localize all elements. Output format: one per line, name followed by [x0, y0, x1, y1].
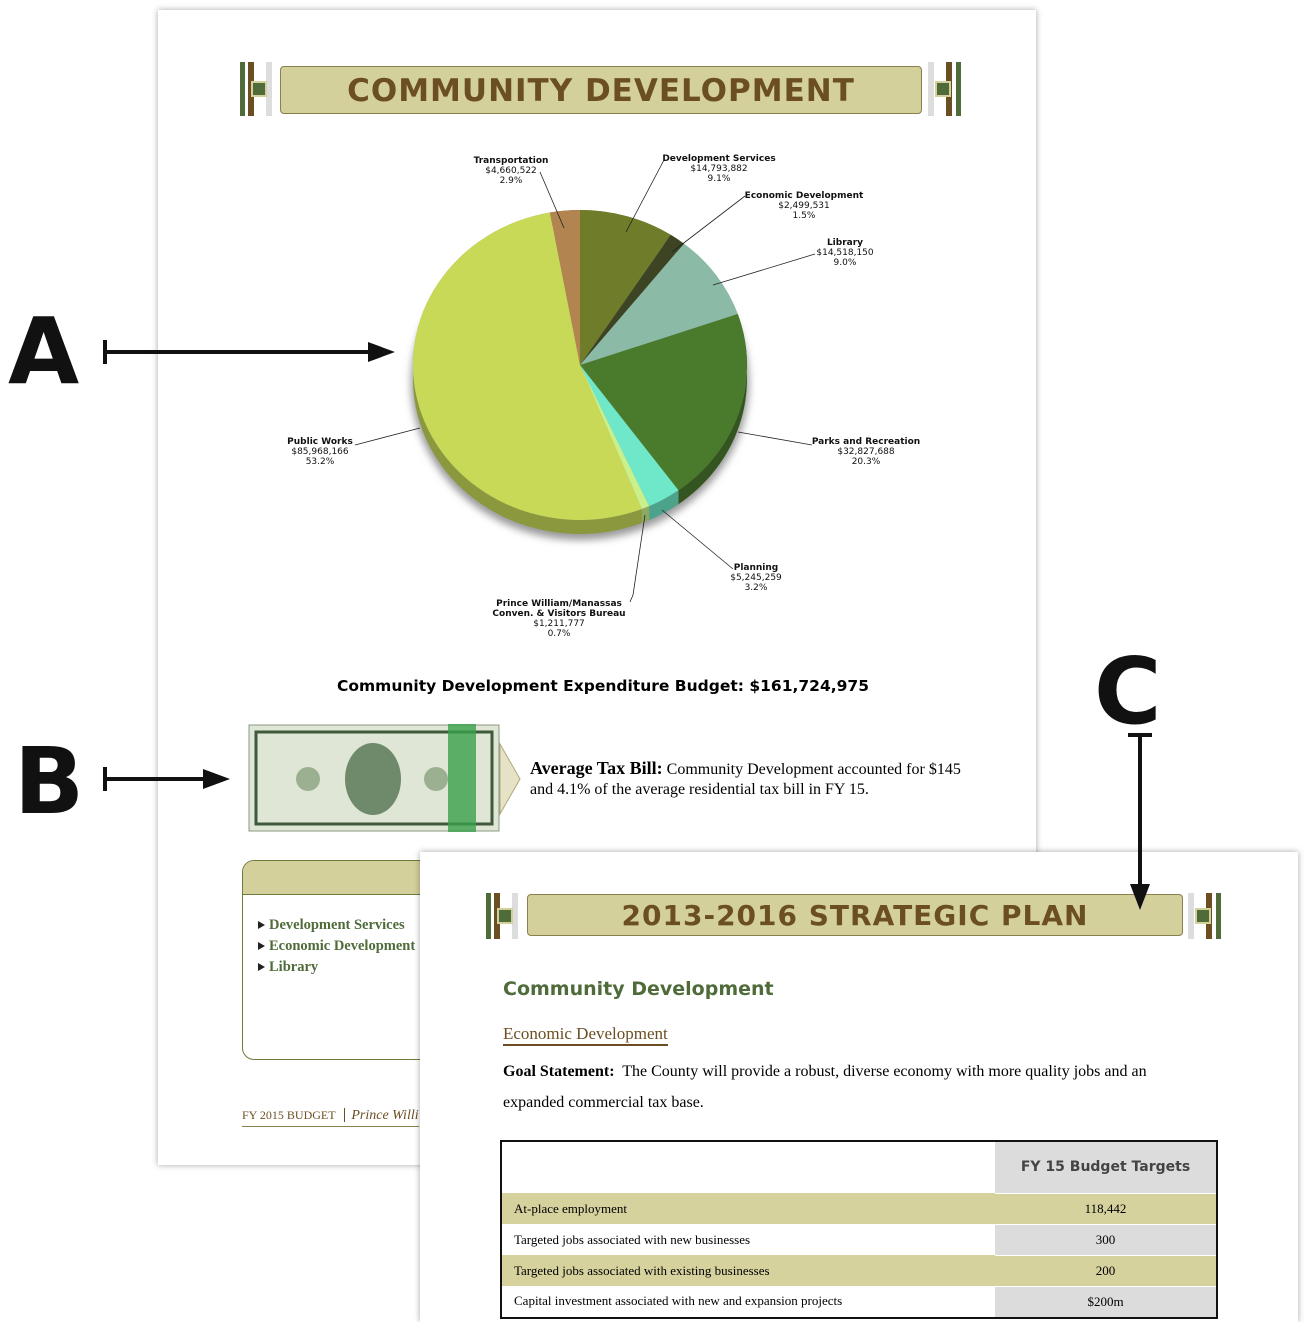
pie-label-value: $1,211,777	[533, 619, 585, 629]
section-title: Community Development	[503, 978, 774, 1000]
pie-label: Prince William/Manassas Conven. & Visito…	[492, 599, 627, 639]
pie-slice	[580, 365, 650, 509]
targets-table: FY 15 Budget Targets At-place employment 1…	[500, 1140, 1218, 1319]
pie-label-value: $14,793,882	[690, 164, 748, 174]
row-value: 200	[995, 1254, 1217, 1286]
leader-line	[625, 159, 665, 233]
tax-bill: Average Tax Bill: Community Development …	[530, 758, 970, 800]
pie-label: Transportation $4,660,522 2.9%	[474, 156, 549, 186]
row-label: Targeted jobs associated with new busine…	[514, 1231, 751, 1247]
row-label: At-place employment	[514, 1200, 627, 1216]
pie-label-name: Library	[826, 238, 864, 248]
pie-label-value: $85,968,166	[291, 447, 349, 457]
footer-budget: FY 2015 BUDGET	[242, 1108, 336, 1122]
goal-label: Goal Statement:	[503, 1063, 615, 1080]
pie-slice	[580, 365, 679, 507]
pie-label-percent: 0.7%	[547, 629, 571, 639]
pie-slice-side	[641, 506, 650, 523]
row-label: Capital investment associated with new a…	[514, 1293, 843, 1309]
goal-text: The County will provide a robust, divers…	[503, 1063, 1147, 1111]
table-row: Targeted jobs associated with new busine…	[501, 1223, 1217, 1255]
pie-slice	[549, 210, 580, 365]
pie-label-percent: 9.0%	[833, 258, 857, 268]
callout-letter: C	[1094, 638, 1162, 745]
leader-line	[661, 509, 734, 570]
leader-line	[354, 427, 421, 446]
pie-label: Library $14,518,150 9.0%	[816, 238, 873, 268]
leader-line	[737, 431, 813, 446]
dollar-bill	[248, 724, 521, 832]
pie-label-name: Parks and Recreation	[811, 437, 921, 447]
pie-label-percent: 2.9%	[499, 176, 523, 186]
ornament	[486, 893, 518, 939]
pie-chart	[354, 159, 816, 603]
box-item: Development Services	[257, 915, 743, 936]
page-title: COMMUNITY DEVELOPMENT	[280, 66, 922, 114]
pie-label-percent: 9.1%	[707, 174, 731, 184]
pie-label-name: Planning	[733, 563, 779, 573]
table-row: Capital investment associated with new a…	[501, 1285, 1217, 1318]
pie-label-percent: 53.2%	[305, 457, 335, 467]
goal: Goal Statement: The County will provide …	[503, 1056, 1203, 1118]
row-value: $200m	[995, 1285, 1217, 1318]
pie-label: Development Services $14,793,882 9.1%	[662, 154, 775, 184]
row-value: 118,442	[995, 1192, 1217, 1224]
page-two: 2013-2016 STRATEGIC PLAN Community Devel…	[420, 852, 1298, 1322]
page-title: 2013-2016 STRATEGIC PLAN	[527, 894, 1183, 936]
ornament	[240, 62, 272, 116]
pie-slice	[580, 314, 747, 491]
leader-line	[671, 195, 746, 253]
pie-slice	[580, 243, 738, 365]
pie-slice-side	[649, 490, 679, 521]
pie-label-name: Transportation	[473, 156, 549, 166]
row-label: Targeted jobs associated with existing b…	[514, 1262, 770, 1278]
footer-county: Prince Willi	[351, 1108, 419, 1123]
pie-label: Public Works $85,968,166 53.2%	[287, 437, 353, 467]
table-row: At-place employment 118,442	[501, 1192, 1217, 1224]
callout-letter: B	[14, 728, 85, 835]
pie-label-name: Public Works	[287, 437, 353, 447]
pie-slice	[580, 234, 684, 365]
pie-label-percent: 3.2%	[744, 583, 768, 593]
callout-letter: A	[8, 298, 80, 405]
column-header: FY 15 Budget Targets	[995, 1141, 1217, 1193]
pie-label: Economic Development $2,499,531 1.5%	[745, 191, 864, 221]
pie-label-value: $32,827,688	[837, 447, 895, 457]
pie-label-name: Economic Development	[744, 191, 864, 201]
pie-slice	[412, 212, 642, 520]
footer: FY 2015 BUDGET Prince Willi	[242, 1108, 419, 1127]
pie-slice	[580, 210, 671, 365]
ornament	[928, 62, 961, 116]
pie-label-value: $14,518,150	[816, 248, 874, 258]
leader-line	[629, 514, 646, 603]
pie-label-value: $4,660,522	[485, 166, 537, 176]
pie-label: Parks and Recreation $32,827,688 20.3%	[812, 437, 920, 467]
tax-bill-text: Community Development accounted for $145…	[530, 761, 961, 798]
box-item: Economic Development	[257, 936, 743, 957]
pie-label-percent: 20.3%	[851, 457, 881, 467]
pie-label: Planning $5,245,259 3.2%	[730, 563, 782, 593]
pie-label-name: Development Services	[662, 154, 776, 164]
ornament	[1188, 893, 1221, 939]
table-row: Targeted jobs associated with existing b…	[501, 1254, 1217, 1286]
leader-line	[712, 253, 816, 286]
subsection-title: Economic Development	[503, 1024, 668, 1046]
pie-label-name: Prince William/Manassas Conven. & Visito…	[492, 599, 626, 619]
pie-label-value: $5,245,259	[730, 573, 782, 583]
item-list: Development Services Economic Development…	[243, 895, 743, 978]
pie-label-value: $2,499,531	[778, 201, 830, 211]
row-value: 300	[995, 1223, 1217, 1255]
tax-bill-label: Average Tax Bill:	[530, 758, 663, 778]
budget-total: Community Development Expenditure Budget…	[337, 677, 869, 695]
pie-label-percent: 1.5%	[792, 211, 816, 221]
leader-line	[539, 171, 565, 229]
box-item: Library	[257, 957, 743, 978]
